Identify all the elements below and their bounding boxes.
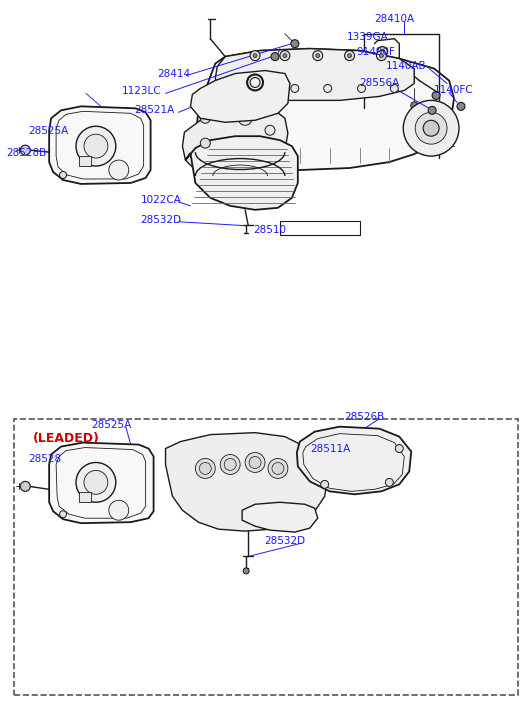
Circle shape <box>395 445 403 452</box>
Circle shape <box>271 52 279 60</box>
Text: 28521A: 28521A <box>135 105 175 116</box>
Circle shape <box>390 84 398 92</box>
Circle shape <box>347 54 352 57</box>
Circle shape <box>195 459 215 478</box>
Text: 28528B: 28528B <box>6 148 47 158</box>
Circle shape <box>457 103 465 111</box>
Text: 91490F: 91490F <box>356 47 395 57</box>
Text: 1123LC: 1123LC <box>122 87 161 97</box>
Circle shape <box>345 51 354 60</box>
Circle shape <box>60 172 66 178</box>
Polygon shape <box>297 427 411 494</box>
Circle shape <box>220 454 240 475</box>
Polygon shape <box>165 433 328 531</box>
Circle shape <box>250 51 260 60</box>
Circle shape <box>321 481 329 489</box>
Text: 28410A: 28410A <box>375 14 414 24</box>
Polygon shape <box>280 221 360 235</box>
Polygon shape <box>49 443 154 523</box>
Polygon shape <box>49 106 151 184</box>
Text: 28556A: 28556A <box>360 79 400 89</box>
Circle shape <box>76 462 116 502</box>
Circle shape <box>268 459 288 478</box>
Circle shape <box>403 100 459 156</box>
Circle shape <box>358 84 365 92</box>
Circle shape <box>291 40 299 48</box>
Circle shape <box>201 113 210 124</box>
Circle shape <box>253 54 257 57</box>
Circle shape <box>379 54 384 57</box>
Circle shape <box>323 84 331 92</box>
Text: 28532D: 28532D <box>264 536 305 546</box>
Circle shape <box>265 125 275 135</box>
Circle shape <box>238 111 252 125</box>
FancyBboxPatch shape <box>14 419 518 695</box>
Circle shape <box>109 160 129 180</box>
Text: 28414: 28414 <box>157 68 190 79</box>
Circle shape <box>411 102 418 109</box>
Text: 28526B: 28526B <box>345 411 385 422</box>
Polygon shape <box>182 108 288 178</box>
Circle shape <box>245 452 265 473</box>
Circle shape <box>291 84 299 92</box>
Circle shape <box>272 462 284 475</box>
Text: 1022CA: 1022CA <box>140 195 181 205</box>
Circle shape <box>283 54 287 57</box>
Text: 28511A: 28511A <box>310 443 350 454</box>
Text: 28510: 28510 <box>253 225 286 235</box>
Circle shape <box>20 481 30 491</box>
Circle shape <box>201 89 210 98</box>
Text: 1140FC: 1140FC <box>434 86 473 95</box>
Circle shape <box>84 470 108 494</box>
Circle shape <box>201 138 210 148</box>
Text: (LEADED): (LEADED) <box>33 432 100 445</box>
Circle shape <box>415 112 447 144</box>
Circle shape <box>315 54 320 57</box>
Circle shape <box>249 457 261 468</box>
Circle shape <box>84 134 108 158</box>
Circle shape <box>377 51 386 60</box>
Circle shape <box>385 478 393 486</box>
Circle shape <box>109 500 129 521</box>
Polygon shape <box>79 492 91 502</box>
Text: 28532D: 28532D <box>140 214 182 225</box>
Text: 28525A: 28525A <box>28 126 69 136</box>
Text: 28528: 28528 <box>28 454 61 464</box>
Circle shape <box>224 459 236 470</box>
Polygon shape <box>190 71 290 122</box>
Polygon shape <box>186 136 298 210</box>
Circle shape <box>423 120 439 136</box>
Text: 1339GA: 1339GA <box>346 32 388 41</box>
Polygon shape <box>242 502 318 532</box>
Circle shape <box>432 92 440 100</box>
Circle shape <box>200 462 211 475</box>
Circle shape <box>20 145 30 155</box>
Polygon shape <box>215 49 414 100</box>
Text: 28525A: 28525A <box>91 419 131 430</box>
Polygon shape <box>196 49 454 170</box>
Polygon shape <box>79 156 91 166</box>
Text: 1140AB: 1140AB <box>385 60 426 71</box>
Circle shape <box>60 511 66 518</box>
Circle shape <box>256 84 264 92</box>
Circle shape <box>380 49 385 54</box>
Circle shape <box>76 126 116 166</box>
Circle shape <box>243 568 249 574</box>
Circle shape <box>428 106 436 114</box>
Circle shape <box>313 51 323 60</box>
Circle shape <box>280 51 290 60</box>
